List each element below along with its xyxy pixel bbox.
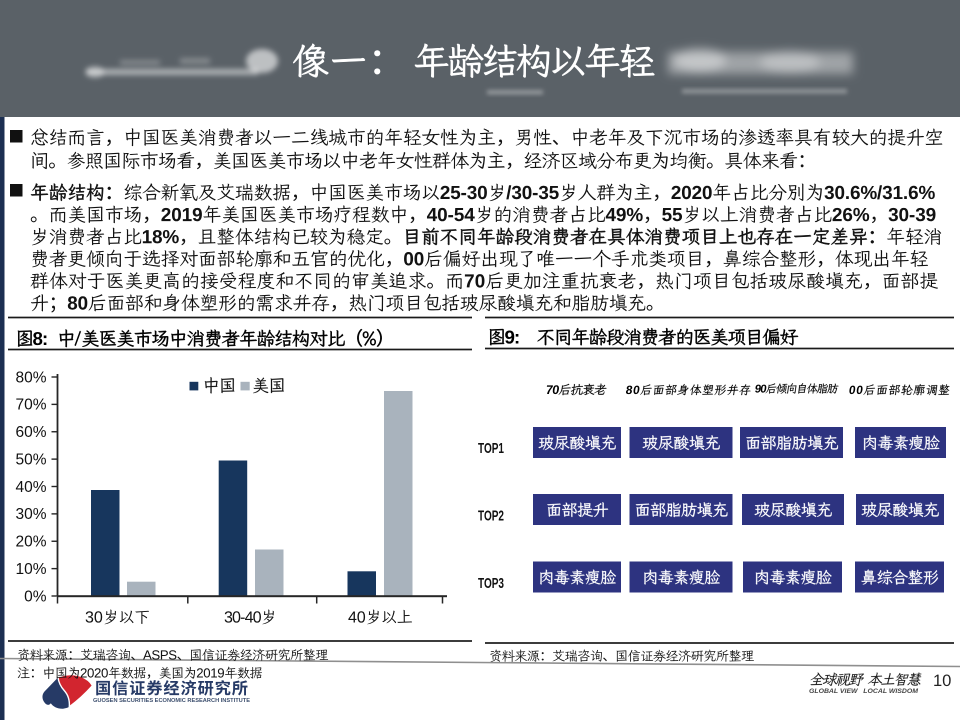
svg-text:TOP3: TOP3	[478, 575, 504, 592]
svg-text:70%: 70%	[15, 397, 46, 414]
svg-text:TOP1: TOP1	[478, 440, 504, 457]
svg-text:30%: 30%	[15, 506, 46, 523]
svg-text:TOP2: TOP2	[478, 507, 504, 524]
svg-text:50%: 50%	[15, 451, 46, 468]
svg-text:GLOBAL VIEW LOCAL WISDOM: GLOBAL VIEW LOCAL WISDOM	[809, 688, 919, 695]
svg-text:20%: 20%	[15, 534, 46, 551]
svg-text:60%: 60%	[15, 424, 46, 441]
svg-text:40%: 40%	[15, 479, 46, 496]
svg-text:10%: 10%	[15, 561, 46, 578]
svg-text:80%: 80%	[15, 369, 46, 386]
svg-text:GUOSEN SECURITIES ECONOMIC RES: GUOSEN SECURITIES ECONOMIC RESEARCH INST…	[93, 698, 251, 704]
svg-text:0%: 0%	[24, 588, 47, 605]
